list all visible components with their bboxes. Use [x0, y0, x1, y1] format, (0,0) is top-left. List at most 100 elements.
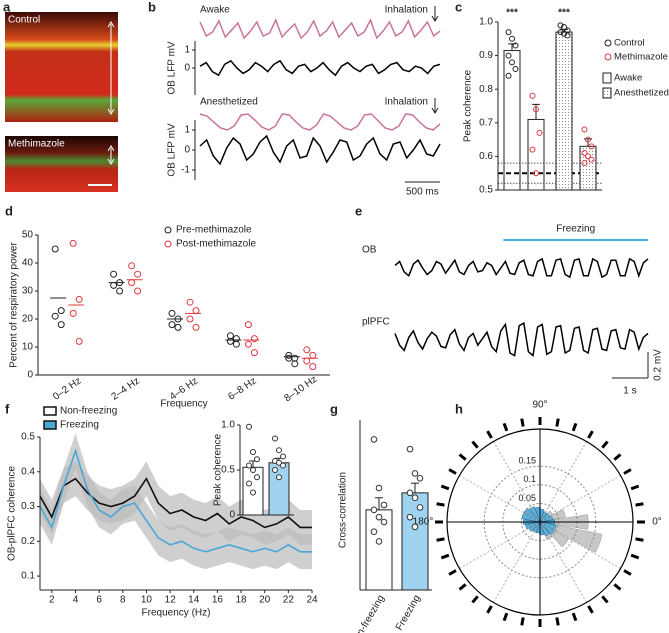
y-tick-label: 0.9	[479, 50, 493, 61]
scale-label: 0.2 mV	[653, 349, 664, 381]
data-point	[246, 423, 252, 430]
x-tick-label: 20	[259, 595, 271, 606]
outer-tick	[436, 537, 445, 542]
data-point	[581, 126, 588, 133]
data-point	[588, 143, 595, 150]
data-point	[303, 346, 311, 354]
legend-marker	[604, 39, 612, 47]
data-point	[276, 474, 282, 481]
outer-tick	[630, 484, 640, 491]
outer-tick	[623, 569, 632, 576]
data-point	[110, 270, 118, 278]
panel-letter: d	[5, 203, 13, 218]
x-tick-label: 2–4 Hz	[110, 376, 142, 403]
x-tick-label: 8	[120, 595, 126, 606]
x-tick-label: 16	[212, 595, 224, 606]
data-point	[536, 129, 543, 136]
data-point	[585, 153, 591, 160]
outer-tick	[471, 595, 479, 604]
data-point	[250, 449, 256, 455]
data-point	[186, 315, 194, 323]
bar	[503, 50, 521, 191]
outer-tick	[458, 583, 467, 591]
y-tick-label: 1	[184, 125, 190, 136]
legend-label: Methimazole	[614, 52, 668, 63]
data-point	[529, 92, 536, 99]
bar	[555, 31, 573, 191]
legend-label: Freezing	[60, 420, 99, 431]
data-point	[406, 513, 414, 521]
outer-tick	[471, 440, 479, 449]
data-point	[309, 363, 317, 371]
data-point	[75, 337, 83, 345]
legend-label: Post-methimazole	[176, 239, 256, 250]
data-point	[411, 523, 419, 531]
y-tick-label: 0	[184, 63, 190, 74]
outer-tick	[486, 430, 493, 439]
control-image	[5, 12, 118, 122]
data-point	[557, 29, 564, 36]
series-line	[39, 448, 312, 553]
rose-bin	[528, 521, 541, 533]
x-tick-label: Freezing	[394, 593, 423, 632]
data-point	[303, 357, 311, 365]
panel-letter: e	[355, 203, 362, 218]
error-bar	[375, 497, 383, 510]
bar	[527, 118, 545, 191]
data-point	[69, 239, 77, 247]
x-tick-label: 10	[141, 595, 153, 606]
data-point	[509, 59, 515, 66]
data-point	[505, 29, 512, 36]
y-tick-label: 40	[22, 258, 34, 269]
legend-marker	[164, 226, 172, 234]
outer-tick	[436, 502, 445, 507]
outer-tick	[613, 583, 622, 591]
y-axis-label: OB LFP mV	[167, 123, 178, 176]
legend-label: Pre-methimazole	[176, 225, 252, 236]
radial-tick-label: 0.05	[518, 493, 536, 503]
data-point	[564, 32, 571, 39]
data-point	[192, 323, 200, 331]
data-point	[375, 513, 383, 521]
data-point	[276, 447, 282, 454]
bar	[365, 509, 393, 591]
data-point	[168, 309, 176, 317]
data-point	[280, 453, 286, 460]
data-point	[246, 462, 252, 469]
data-point	[134, 287, 142, 295]
trace-title: Anesthetized	[200, 97, 258, 108]
x-tick-label: 6–8 Hz	[226, 376, 258, 403]
data-point	[291, 360, 299, 368]
y-tick-label: 0.5	[221, 465, 235, 476]
outer-tick	[571, 612, 578, 622]
outer-tick	[520, 617, 525, 626]
data-point	[246, 480, 252, 487]
outer-tick	[613, 453, 622, 461]
data-point	[406, 489, 414, 497]
y-tick-label: 0.4	[21, 466, 35, 477]
x-tick-label: 2	[49, 595, 55, 606]
panel-letter: c	[455, 0, 462, 14]
y-tick-label: 0	[229, 510, 235, 521]
angle-label: 0°	[652, 517, 662, 528]
significance: ***	[506, 8, 518, 19]
angle-label: 180°	[413, 517, 434, 528]
x-tick-label: 18	[235, 595, 247, 606]
data-point	[380, 518, 388, 526]
outer-tick	[601, 595, 609, 604]
outer-tick	[555, 617, 560, 626]
data-point	[309, 351, 317, 359]
freezing-label: Freezing	[556, 224, 595, 235]
y-tick-label: 1.0	[221, 420, 235, 431]
y-axis-label: OB LFP mV	[167, 41, 178, 94]
x-tick-label: 4	[73, 595, 79, 606]
data-point	[116, 279, 124, 287]
legend-swatch	[602, 87, 612, 99]
outer-tick	[486, 605, 493, 614]
outer-tick	[601, 440, 609, 449]
legend-label: Anesthetized	[614, 88, 669, 99]
data-point	[226, 337, 234, 345]
data-point	[406, 445, 414, 453]
outer-tick	[448, 468, 457, 475]
series-line	[39, 477, 312, 529]
